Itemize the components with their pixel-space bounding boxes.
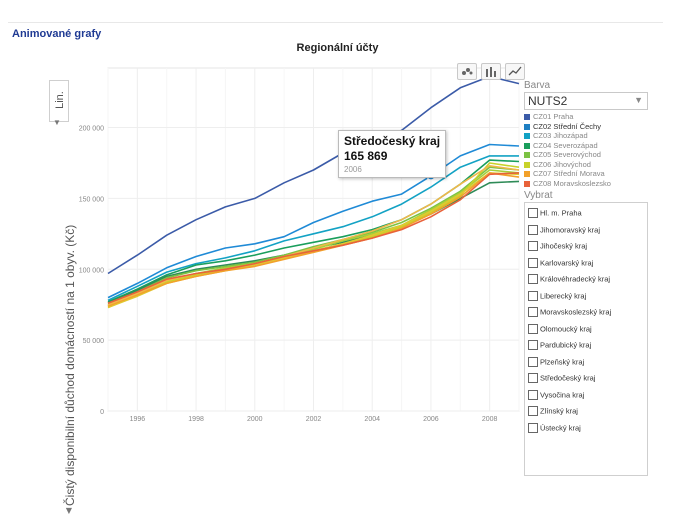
- legend-swatch: [524, 181, 530, 187]
- checkbox[interactable]: [528, 340, 538, 350]
- line-chart-icon: [508, 65, 522, 77]
- legend-item[interactable]: CZ05 Severovýchod: [524, 150, 611, 160]
- tooltip-year: 2006: [344, 165, 362, 174]
- checkbox[interactable]: [528, 291, 538, 301]
- checkbox[interactable]: [528, 324, 538, 334]
- checkbox[interactable]: [528, 225, 538, 235]
- region-filter-item[interactable]: Ústecký kraj: [528, 423, 581, 435]
- tooltip: Středočeský kraj 165 869 2006: [338, 130, 446, 178]
- region-filter-label: Liberecký kraj: [540, 291, 586, 300]
- y-tick-label: 0: [100, 409, 104, 416]
- bar-chart-icon: [484, 65, 498, 77]
- region-filter-label: Karlovarský kraj: [540, 258, 593, 267]
- checkbox[interactable]: [528, 258, 538, 268]
- checkbox[interactable]: [528, 241, 538, 251]
- region-filter-item[interactable]: Olomoucký kraj: [528, 324, 592, 336]
- legend-label: CZ07 Střední Morava: [533, 169, 605, 178]
- x-tick-label: 2002: [306, 416, 322, 423]
- region-filter-item[interactable]: Jihomoravský kraj: [528, 225, 600, 237]
- scatter-view-button[interactable]: [457, 63, 477, 80]
- region-filter-item[interactable]: Liberecký kraj: [528, 291, 586, 303]
- legend-item[interactable]: CZ07 Střední Morava: [524, 169, 611, 179]
- color-by-label: Barva: [524, 80, 664, 91]
- region-filter-item[interactable]: Jihočeský kraj: [528, 241, 587, 253]
- chevron-down-icon: ▼: [634, 95, 643, 105]
- legend-label: CZ02 Střední Čechy: [533, 122, 601, 131]
- region-filter-label: Plzeňský kraj: [540, 357, 584, 366]
- region-filter-item[interactable]: Moravskoslezský kraj: [528, 307, 611, 319]
- checkbox[interactable]: [528, 390, 538, 400]
- x-tick-label: 2000: [247, 416, 263, 423]
- legend-swatch: [524, 143, 530, 149]
- legend-swatch: [524, 124, 530, 130]
- legend-item[interactable]: CZ01 Praha: [524, 112, 611, 122]
- checkbox[interactable]: [528, 373, 538, 383]
- region-filter-item[interactable]: Pardubický kraj: [528, 340, 591, 352]
- x-tick-label: 2008: [482, 416, 498, 423]
- region-filter-label: Olomoucký kraj: [540, 324, 592, 333]
- x-tick-label: 2006: [423, 416, 439, 423]
- region-filter-label: Jihomoravský kraj: [540, 225, 600, 234]
- line-view-button[interactable]: [505, 63, 525, 80]
- scatter-icon: [460, 65, 474, 77]
- legend-item[interactable]: CZ03 Jihozápad: [524, 131, 611, 141]
- legend-label: CZ03 Jihozápad: [533, 131, 588, 140]
- legend-item[interactable]: CZ04 Severozápad: [524, 141, 611, 151]
- x-tick-label: 1998: [188, 416, 204, 423]
- select-label: Vybrat: [524, 190, 553, 201]
- checkbox[interactable]: [528, 406, 538, 416]
- color-by-value: NUTS2: [528, 94, 567, 108]
- checkbox[interactable]: [528, 274, 538, 284]
- legend-label: CZ04 Severozápad: [533, 141, 598, 150]
- region-filter-item[interactable]: Královéhradecký kraj: [528, 274, 610, 286]
- legend-label: CZ08 Moravskoslezsko: [533, 179, 611, 188]
- checkbox[interactable]: [528, 208, 538, 218]
- legend-item[interactable]: CZ08 Moravskoslezsko: [524, 179, 611, 189]
- region-filter-label: Ústecký kraj: [540, 423, 581, 432]
- region-filter-label: Pardubický kraj: [540, 341, 591, 350]
- region-filter-item[interactable]: Vysočina kraj: [528, 390, 584, 402]
- region-filter-item[interactable]: Hl. m. Praha: [528, 208, 582, 220]
- legend-item[interactable]: CZ02 Střední Čechy: [524, 122, 611, 132]
- region-filter-item[interactable]: Karlovarský kraj: [528, 258, 593, 270]
- checkbox[interactable]: [528, 423, 538, 433]
- region-filter-list: Hl. m. Praha Jihomoravský kraj Jihočeský k…: [524, 202, 648, 476]
- region-filter-label: Hl. m. Praha: [540, 209, 582, 218]
- tooltip-title: Středočeský kraj: [344, 134, 440, 148]
- checkbox[interactable]: [528, 307, 538, 317]
- region-filter-label: Jihočeský kraj: [540, 242, 587, 251]
- bar-view-button[interactable]: [481, 63, 501, 80]
- x-tick-label: 2004: [364, 416, 380, 423]
- legend-swatch: [524, 171, 530, 177]
- x-tick-label: 1996: [130, 416, 146, 423]
- region-filter-item[interactable]: Zlínský kraj: [528, 406, 578, 418]
- legend-swatch: [524, 162, 530, 168]
- region-filter-item[interactable]: Plzeňský kraj: [528, 357, 584, 369]
- checkbox[interactable]: [528, 357, 538, 367]
- region-filter-label: Středočeský kraj: [540, 374, 595, 383]
- region-filter-label: Vysočina kraj: [540, 390, 584, 399]
- legend-swatch: [524, 152, 530, 158]
- legend-swatch: [524, 133, 530, 139]
- legend-label: CZ05 Severovýchod: [533, 150, 601, 159]
- legend-label: CZ06 Jihovýchod: [533, 160, 591, 169]
- chevron-down-icon: ◀: [64, 508, 73, 514]
- region-filter-label: Královéhradecký kraj: [540, 275, 610, 284]
- region-filter-item[interactable]: Středočeský kraj: [528, 373, 595, 385]
- scale-dropdown-icon[interactable]: ▼: [53, 118, 61, 127]
- legend-label: CZ01 Praha: [533, 112, 573, 121]
- color-by-select[interactable]: NUTS2 ▼: [524, 92, 648, 110]
- tooltip-value: 165 869: [344, 149, 387, 163]
- region-filter-label: Moravskoslezský kraj: [540, 308, 611, 317]
- legend-item[interactable]: CZ06 Jihovýchod: [524, 160, 611, 170]
- region-filter-label: Zlínský kraj: [540, 407, 578, 416]
- y-tick-label: 50 000: [83, 338, 105, 345]
- legend-swatch: [524, 114, 530, 120]
- y-axis-label: Čistý disponibilní důchod domácností na …: [63, 225, 77, 506]
- y-axis-selector[interactable]: ◀ Čistý disponibilní důchod domácností n…: [62, 82, 84, 512]
